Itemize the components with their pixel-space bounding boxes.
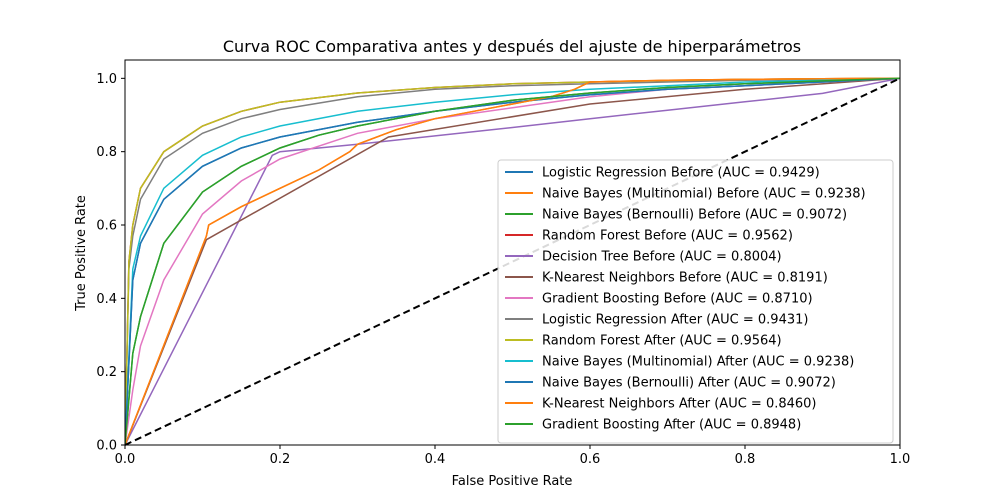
roc-series-line <box>125 77 900 445</box>
chart-title: Curva ROC Comparativa antes y después de… <box>223 37 801 56</box>
x-tick-label: 0.0 <box>115 452 136 467</box>
legend-entry: Random Forest After (AUC = 0.9564) <box>542 334 782 349</box>
roc-series-line <box>125 77 900 445</box>
roc-series-line <box>125 77 900 445</box>
roc-series-line <box>125 77 900 445</box>
x-tick-label: 0.8 <box>735 452 756 467</box>
roc-series-line <box>125 77 900 445</box>
axes: 0.0 0.2 0.4 0.6 0.8 1.0 0.0 0.2 0.4 0.6 0.8 1.0 <box>96 59 911 467</box>
y-axis-label: True Positive Rate <box>74 195 89 312</box>
legend-entry: Logistic Regression After (AUC = 0.9431) <box>542 313 808 328</box>
y-tick-label: 1.0 <box>96 72 117 87</box>
plot-frame <box>124 59 901 446</box>
x-tick-label: 0.4 <box>425 452 446 467</box>
legend-entry: K-Nearest Neighbors After (AUC = 0.8460) <box>542 397 817 412</box>
plot-area <box>124 77 901 446</box>
legend: Logistic Regression Before (AUC = 0.9429… <box>497 159 894 444</box>
x-tick-label: 0.6 <box>580 452 601 467</box>
y-tick-label: 0.6 <box>96 219 117 234</box>
legend-entry: Decision Tree Before (AUC = 0.8004) <box>542 250 782 265</box>
legend-entry: Naive Bayes (Multinomial) Before (AUC = … <box>542 187 866 202</box>
legend-box <box>497 159 894 444</box>
legend-entry: Logistic Regression Before (AUC = 0.9429… <box>542 166 820 181</box>
y-tick-label: 0.4 <box>96 292 117 307</box>
legend-entry: Random Forest Before (AUC = 0.9562) <box>542 229 793 244</box>
x-axis-label: False Positive Rate <box>452 474 573 489</box>
x-tick-label: 0.2 <box>270 452 291 467</box>
legend-entry: Gradient Boosting Before (AUC = 0.8710) <box>542 292 813 307</box>
roc-series-line <box>125 77 900 445</box>
x-tick-label: 1.0 <box>890 452 911 467</box>
roc-series-line <box>125 77 900 445</box>
legend-entry: Naive Bayes (Bernoulli) After (AUC = 0.9… <box>542 376 836 391</box>
legend-entry: Gradient Boosting After (AUC = 0.8948) <box>542 418 801 433</box>
legend-entry: K-Nearest Neighbors Before (AUC = 0.8191… <box>542 271 828 286</box>
legend-entry: Naive Bayes (Multinomial) After (AUC = 0… <box>542 355 854 370</box>
y-tick-label: 0.8 <box>96 145 117 160</box>
legend-entry: Naive Bayes (Bernoulli) Before (AUC = 0.… <box>542 208 847 223</box>
y-tick-label: 0.0 <box>96 439 117 454</box>
y-tick-label: 0.2 <box>96 365 117 380</box>
